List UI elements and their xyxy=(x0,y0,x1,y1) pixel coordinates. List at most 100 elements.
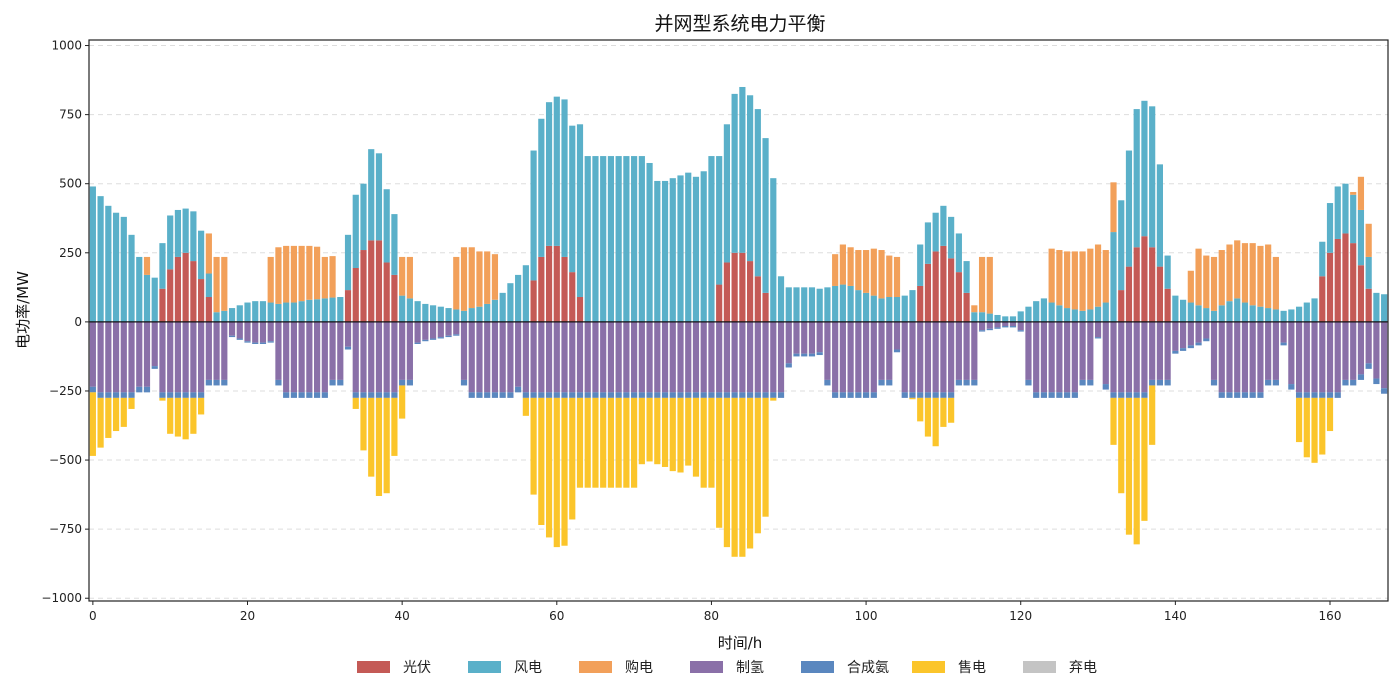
bar-segment-售电 xyxy=(569,397,576,520)
bar-segment-制氢 xyxy=(777,321,785,393)
bar-segment-售电 xyxy=(592,397,599,488)
bar-segment-合成氨 xyxy=(429,338,437,340)
bar-segment-购电 xyxy=(1350,191,1357,195)
bar-segment-风电 xyxy=(515,274,522,322)
bar-segment-购电 xyxy=(491,254,499,300)
bar-segment-合成氨 xyxy=(1002,326,1009,328)
bar-segment-制氢 xyxy=(793,321,800,354)
bar-segment-合成氨 xyxy=(692,392,700,398)
bar-segment-制氢 xyxy=(963,321,970,380)
bar-segment-合成氨 xyxy=(252,342,259,344)
bar-segment-合成氨 xyxy=(561,392,568,398)
bar-segment-风电 xyxy=(182,208,189,253)
bar-segment-制氢 xyxy=(198,321,205,393)
bar-segment-风电 xyxy=(1118,200,1125,291)
bar-segment-购电 xyxy=(406,256,413,299)
bar-segment-风电 xyxy=(344,234,352,291)
bar-segment-购电 xyxy=(1357,176,1365,210)
bar-segment-合成氨 xyxy=(1257,392,1264,398)
bar-segment-风电 xyxy=(1257,306,1264,322)
bar-segment-风电 xyxy=(545,102,553,246)
bar-segment-合成氨 xyxy=(600,392,607,398)
bar-segment-制氢 xyxy=(545,321,553,393)
bar-segment-制氢 xyxy=(615,321,622,393)
bar-segment-合成氨 xyxy=(631,392,638,398)
bar-segment-风电 xyxy=(1342,183,1349,234)
bar-segment-制氢 xyxy=(1373,321,1380,379)
bar-segment-制氢 xyxy=(955,321,962,380)
bar-segment-制氢 xyxy=(1234,321,1241,393)
bar-segment-制氢 xyxy=(437,321,444,338)
bar-segment-风电 xyxy=(1203,308,1210,322)
bar-segment-合成氨 xyxy=(290,392,297,398)
bar-segment-光伏 xyxy=(762,292,769,322)
bar-segment-风电 xyxy=(553,96,560,246)
bar-segment-购电 xyxy=(1064,251,1071,309)
bar-segment-制氢 xyxy=(932,321,939,393)
bar-segment-风电 xyxy=(600,156,607,322)
bar-segment-合成氨 xyxy=(708,392,715,398)
bar-segment-风电 xyxy=(963,261,970,293)
bar-segment-制氢 xyxy=(213,321,220,380)
bar-segment-合成氨 xyxy=(522,392,529,398)
bar-segment-制氢 xyxy=(298,321,305,393)
bar-segment-合成氨 xyxy=(963,379,970,386)
bar-segment-制氢 xyxy=(1210,321,1218,380)
bar-segment-合成氨 xyxy=(545,392,553,398)
bar-segment-合成氨 xyxy=(1249,392,1256,398)
bar-segment-合成氨 xyxy=(1079,379,1086,386)
bar-segment-售电 xyxy=(360,397,367,451)
bar-segment-合成氨 xyxy=(754,392,761,398)
bar-segment-制氢 xyxy=(221,321,228,380)
bar-segment-购电 xyxy=(314,246,321,300)
bar-segment-售电 xyxy=(754,397,761,534)
bar-segment-合成氨 xyxy=(538,392,545,398)
bar-segment-风电 xyxy=(244,302,251,322)
bar-segment-购电 xyxy=(893,256,901,298)
bar-segment-购电 xyxy=(1187,270,1194,303)
bar-segment-光伏 xyxy=(352,267,359,322)
bar-segment-购电 xyxy=(1094,244,1102,307)
bar-segment-光伏 xyxy=(924,263,932,322)
bar-segment-风电 xyxy=(143,274,151,322)
bar-segment-风电 xyxy=(391,214,398,275)
bar-segment-售电 xyxy=(747,397,754,549)
bar-segment-售电 xyxy=(167,397,174,434)
bar-segment-光伏 xyxy=(1357,265,1365,322)
bars-group xyxy=(89,86,1388,557)
bar-segment-光伏 xyxy=(716,284,723,322)
bar-segment-风电 xyxy=(468,308,475,322)
bar-segment-风电 xyxy=(252,301,259,322)
bar-segment-风电 xyxy=(1234,298,1241,322)
bar-segment-风电 xyxy=(352,194,359,268)
bar-segment-售电 xyxy=(692,397,700,477)
bar-segment-风电 xyxy=(793,287,800,322)
bar-segment-合成氨 xyxy=(1303,392,1310,398)
bar-segment-光伏 xyxy=(561,256,568,322)
bar-segment-制氢 xyxy=(391,321,398,393)
bar-segment-售电 xyxy=(654,397,661,465)
bar-segment-风电 xyxy=(1195,305,1202,322)
bar-segment-制氢 xyxy=(244,321,251,342)
bar-segment-光伏 xyxy=(723,262,730,322)
bar-segment-风电 xyxy=(236,305,243,322)
bar-segment-合成氨 xyxy=(986,328,993,331)
bar-segment-风电 xyxy=(1288,309,1295,322)
bar-segment-售电 xyxy=(1125,397,1133,535)
bar-segment-制氢 xyxy=(1156,321,1163,380)
bar-segment-光伏 xyxy=(948,258,955,322)
bar-segment-风电 xyxy=(1033,301,1040,322)
bar-segment-合成氨 xyxy=(213,379,220,386)
bar-segment-风电 xyxy=(298,301,305,322)
bar-segment-售电 xyxy=(159,397,166,401)
bar-segment-制氢 xyxy=(89,321,96,387)
bar-segment-风电 xyxy=(1040,298,1048,322)
bar-segment-制氢 xyxy=(839,321,846,393)
bar-segment-制氢 xyxy=(259,321,267,343)
bar-segment-风电 xyxy=(994,314,1001,322)
bar-segment-风电 xyxy=(221,310,228,322)
bar-segment-风电 xyxy=(275,303,282,322)
bar-segment-合成氨 xyxy=(228,335,236,338)
bar-segment-制氢 xyxy=(716,321,723,393)
bar-segment-售电 xyxy=(948,397,955,423)
